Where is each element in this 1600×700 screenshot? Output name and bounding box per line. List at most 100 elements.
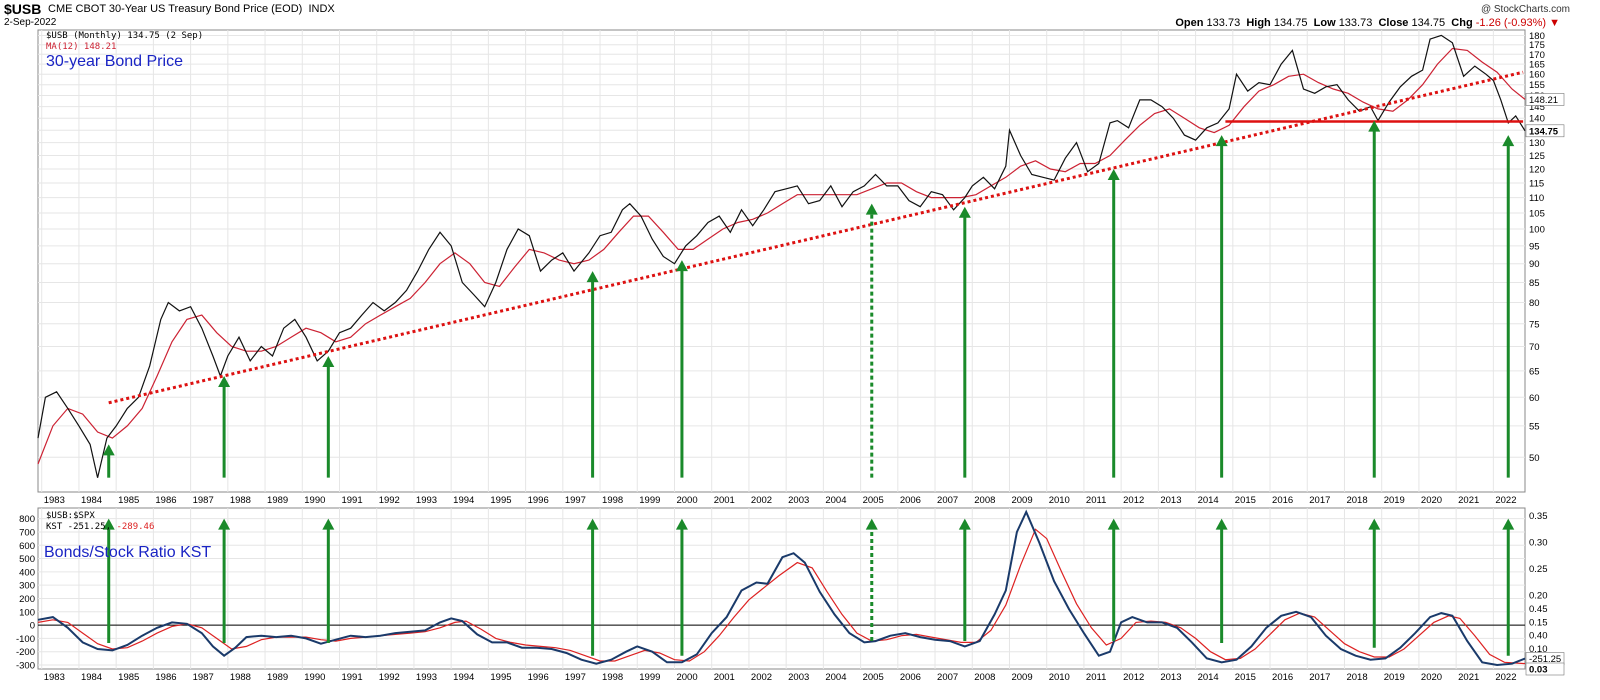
x-tick-label: 2000 [676,495,697,506]
y-tick-label-right: 0.35 [1529,511,1548,522]
price-arrow-9-head [1368,120,1381,132]
chart-description: CME CBOT 30-Year US Treasury Bond Price … [48,3,335,15]
x-tick-label: 2001 [714,495,735,506]
legend-kst-value: KST -251.25, [46,522,111,532]
last-price-tag-box [1525,124,1565,138]
x-tick-label: 2006 [900,672,921,683]
open-value: 133.73 [1206,17,1241,29]
y-tick-label-right: 0.45 [1529,604,1548,615]
y-tick-label-right: 0.30 [1529,537,1548,548]
y-tick-label-left: 600 [19,541,35,552]
x-tick-label: 2015 [1235,495,1256,506]
legend-price: $USB (Monthly) 134.75 (2 Sep) [46,31,203,41]
y-tick-label: 70 [1529,342,1540,353]
high-label: High [1246,17,1271,29]
price-arrow-1-head [218,376,231,388]
x-tick-label: 2016 [1272,672,1293,683]
y-tick-label: 145 [1529,102,1545,113]
x-tick-label: 1987 [193,672,214,683]
x-tick-label: 1987 [193,495,214,506]
x-tick-label: 1996 [528,672,549,683]
x-tick-label: 2012 [1123,495,1144,506]
x-tick-label: 1998 [602,672,623,683]
last-price-tag: 134.75 [1529,126,1559,137]
y-tick-label: 75 [1529,319,1540,330]
y-tick-label: 115 [1529,178,1544,189]
x-tick-label: 2018 [1346,672,1367,683]
kst-arrow-7-head [1107,518,1120,530]
kst-arrow-1-head [218,518,231,530]
x-tick-label: 2014 [1198,495,1219,506]
x-tick-label: 1997 [565,495,586,506]
y-tick-label: 50 [1529,453,1540,464]
y-tick-label-right: 0.15 [1529,617,1548,628]
kst-line [37,509,1526,667]
kst-arrow-2-head [322,518,335,530]
x-tick-label: 2013 [1160,495,1181,506]
x-tick-label: 1983 [44,672,65,683]
last-ma-tag: 148.21 [1529,95,1558,106]
y-tick-label: 125 [1529,151,1545,162]
x-tick-label: 1990 [304,672,325,683]
price-arrow-6-head [958,206,971,218]
kst-arrow-6-head [958,518,971,530]
x-tick-label: 1992 [379,672,400,683]
price-arrow-2-head [322,356,335,368]
kst-panel-title: Bonds/Stock Ratio KST [44,544,211,561]
kst-arrow-10-head [1502,518,1515,530]
y-tick-label-left: 200 [19,594,35,605]
x-tick-label: 1991 [341,672,362,683]
y-tick-label: 85 [1529,278,1540,289]
x-tick-label: 1989 [267,672,288,683]
y-tick-label-left: 400 [19,567,35,578]
price-panel: 1983 1984 1985 1986 1987 1988 1989 1990 1991 1992… [37,29,1565,506]
x-tick-label: 1985 [118,495,139,506]
x-tick-label: 1986 [155,672,176,683]
y-tick-label: 175 [1529,40,1545,51]
kst-arrow-4-head [675,518,688,530]
legend-ma: MA(12) 148.21 [46,42,116,52]
x-tick-label: 2019 [1384,495,1405,506]
x-tick-label: 2009 [1011,672,1032,683]
x-tick-label: 1997 [565,672,586,683]
x-tick-label: 1993 [416,672,437,683]
low-value: 133.73 [1338,17,1373,29]
x-tick-label: 2002 [751,672,772,683]
exchange: INDX [308,3,335,15]
x-tick-label: 2021 [1458,495,1479,506]
ma12-line [37,47,1526,465]
y-tick-label: 170 [1529,50,1545,61]
y-tick-label-right: 0.25 [1529,564,1548,575]
chg-label: Chg [1451,17,1473,29]
price-line [37,34,1526,478]
arrow-overlay [102,120,1515,656]
y-tick-label-left: 0 [30,621,35,632]
x-tick-label: 2019 [1384,672,1405,683]
y-tick-label: 100 [1529,225,1545,236]
x-tick-label: 1994 [453,495,474,506]
x-tick-label: 1998 [602,495,623,506]
kst-plot-frame [37,507,1526,670]
open-label: Open [1175,17,1204,29]
y-tick-label: 65 [1529,366,1540,377]
y-tick-label: 130 [1529,138,1545,149]
x-tick-label: 2011 [1086,672,1106,683]
x-tick-label: 1989 [267,495,288,506]
x-tick-label: 2011 [1086,495,1106,506]
legend-signal-value: -289.46 [116,522,154,532]
price-plot-frame [37,29,1526,493]
price-arrow-3-head [586,271,599,283]
last-ma-tag-box [1525,93,1565,106]
high-value: 134.75 [1273,17,1308,29]
close-value: 134.75 [1411,17,1446,29]
chart-header: $USB CME CBOT 30-Year US Treasury Bond P… [0,0,1600,30]
x-tick-label: 2005 [863,495,884,506]
kst-arrow-5-head [865,518,878,530]
kst-arrow-0-head [102,518,115,530]
x-tick-label: 2015 [1235,672,1256,683]
y-tick-label: 55 [1529,421,1540,432]
kst-arrow-9-head [1368,518,1381,530]
x-tick-label: 2010 [1049,672,1070,683]
y-tick-label: 110 [1529,193,1544,204]
